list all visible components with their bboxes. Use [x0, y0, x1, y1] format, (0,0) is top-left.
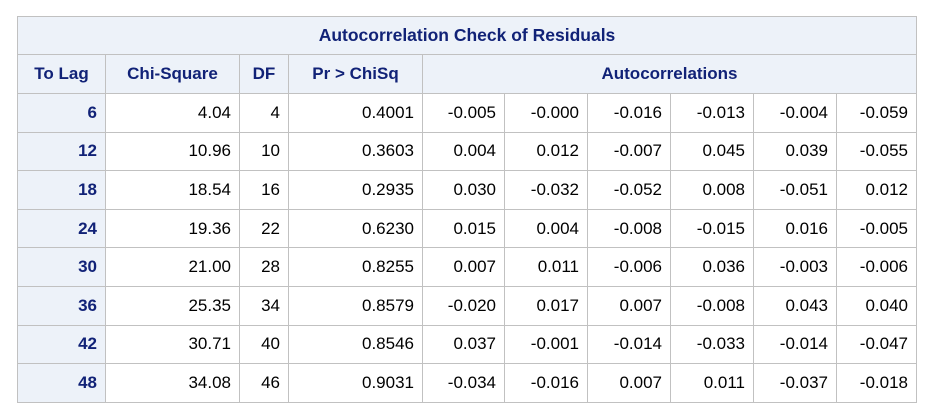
df-cell: 4	[239, 93, 289, 133]
lag-cell: 36	[17, 285, 106, 326]
p-value-cell: 0.8546	[288, 324, 423, 365]
table-title: Autocorrelation Check of Residuals	[17, 16, 917, 55]
df-cell: 28	[239, 247, 289, 287]
autocorrelation-cell: -0.005	[422, 93, 505, 133]
autocorrelation-cell: -0.033	[670, 324, 754, 365]
table-row: 36 25.35 34 0.8579 -0.020 0.017 0.007 -0.008 0.0…	[17, 285, 917, 326]
autocorrelation-cell: 0.030	[422, 170, 505, 210]
autocorrelation-cell: -0.047	[836, 324, 917, 365]
lag-cell: 6	[17, 93, 106, 133]
header-autocorrelations: Autocorrelations	[422, 54, 917, 94]
chi-square-cell: 21.00	[105, 247, 240, 287]
autocorrelation-cell: 0.012	[504, 131, 588, 172]
autocorrelation-cell: -0.008	[670, 285, 754, 326]
autocorrelation-cell: 0.007	[422, 247, 505, 287]
lag-cell: 48	[17, 363, 106, 403]
autocorrelation-table: Autocorrelation Check of Residuals To La…	[17, 16, 917, 403]
table-title-row: Autocorrelation Check of Residuals	[17, 16, 917, 55]
autocorrelation-cell: 0.040	[836, 285, 917, 326]
table-body: 6 4.04 4 0.4001 -0.005 -0.000 -0.016 -0.013 -0.0…	[17, 93, 917, 403]
df-cell: 46	[239, 363, 289, 403]
autocorrelation-cell: -0.004	[753, 93, 837, 133]
autocorrelation-cell: 0.016	[753, 208, 837, 249]
df-cell: 10	[239, 131, 289, 172]
autocorrelation-cell: -0.052	[587, 170, 671, 210]
autocorrelation-cell: -0.018	[836, 363, 917, 403]
chi-square-cell: 4.04	[105, 93, 240, 133]
autocorrelation-cell: 0.011	[504, 247, 588, 287]
autocorrelation-cell: 0.011	[670, 363, 754, 403]
autocorrelation-cell: -0.020	[422, 285, 505, 326]
autocorrelation-cell: 0.007	[587, 285, 671, 326]
df-cell: 16	[239, 170, 289, 210]
autocorrelation-cell: 0.015	[422, 208, 505, 249]
autocorrelation-cell: -0.000	[504, 93, 588, 133]
p-value-cell: 0.9031	[288, 363, 423, 403]
table-row: 42 30.71 40 0.8546 0.037 -0.001 -0.014 -0.033 -0…	[17, 324, 917, 365]
autocorrelation-cell: 0.004	[422, 131, 505, 172]
autocorrelation-cell: 0.045	[670, 131, 754, 172]
chi-square-cell: 19.36	[105, 208, 240, 249]
autocorrelation-cell: -0.016	[504, 363, 588, 403]
autocorrelation-cell: -0.034	[422, 363, 505, 403]
table-row: 18 18.54 16 0.2935 0.030 -0.032 -0.052 0.008 -0.…	[17, 170, 917, 210]
chi-square-cell: 30.71	[105, 324, 240, 365]
lag-cell: 24	[17, 208, 106, 249]
autocorrelation-cell: -0.015	[670, 208, 754, 249]
lag-cell: 30	[17, 247, 106, 287]
lag-cell: 12	[17, 131, 106, 172]
table-row: 12 10.96 10 0.3603 0.004 0.012 -0.007 0.045 0.03…	[17, 131, 917, 172]
table-row: 30 21.00 28 0.8255 0.007 0.011 -0.006 0.036 -0.0…	[17, 247, 917, 287]
chi-square-cell: 18.54	[105, 170, 240, 210]
autocorrelation-cell: -0.016	[587, 93, 671, 133]
autocorrelation-cell: 0.012	[836, 170, 917, 210]
autocorrelation-cell: 0.007	[587, 363, 671, 403]
autocorrelation-cell: 0.004	[504, 208, 588, 249]
column-header-row: To Lag Chi-Square DF Pr > ChiSq Autocorr…	[17, 54, 917, 94]
p-value-cell: 0.3603	[288, 131, 423, 172]
p-value-cell: 0.4001	[288, 93, 423, 133]
autocorrelation-cell: -0.006	[836, 247, 917, 287]
header-pr-chisq: Pr > ChiSq	[288, 54, 423, 94]
autocorrelation-cell: 0.043	[753, 285, 837, 326]
chi-square-cell: 10.96	[105, 131, 240, 172]
autocorrelation-cell: -0.014	[587, 324, 671, 365]
autocorrelation-cell: -0.007	[587, 131, 671, 172]
table-row: 6 4.04 4 0.4001 -0.005 -0.000 -0.016 -0.013 -0.0…	[17, 93, 917, 133]
autocorrelation-cell: -0.001	[504, 324, 588, 365]
autocorrelation-cell: 0.036	[670, 247, 754, 287]
df-cell: 40	[239, 324, 289, 365]
header-to-lag: To Lag	[17, 54, 106, 94]
header-chi-square: Chi-Square	[105, 54, 240, 94]
df-cell: 22	[239, 208, 289, 249]
autocorrelation-cell: -0.055	[836, 131, 917, 172]
autocorrelation-cell: -0.051	[753, 170, 837, 210]
p-value-cell: 0.8255	[288, 247, 423, 287]
autocorrelation-cell: 0.037	[422, 324, 505, 365]
lag-cell: 42	[17, 324, 106, 365]
chi-square-cell: 34.08	[105, 363, 240, 403]
autocorrelation-cell: -0.005	[836, 208, 917, 249]
autocorrelation-cell: 0.017	[504, 285, 588, 326]
autocorrelation-cell: -0.014	[753, 324, 837, 365]
table-row: 48 34.08 46 0.9031 -0.034 -0.016 0.007 0.011 -0.…	[17, 363, 917, 403]
table-row: 24 19.36 22 0.6230 0.015 0.004 -0.008 -0.015 0.0…	[17, 208, 917, 249]
p-value-cell: 0.6230	[288, 208, 423, 249]
df-cell: 34	[239, 285, 289, 326]
lag-cell: 18	[17, 170, 106, 210]
autocorrelation-cell: -0.032	[504, 170, 588, 210]
autocorrelation-cell: -0.003	[753, 247, 837, 287]
p-value-cell: 0.8579	[288, 285, 423, 326]
autocorrelation-cell: 0.008	[670, 170, 754, 210]
chi-square-cell: 25.35	[105, 285, 240, 326]
autocorrelation-cell: -0.006	[587, 247, 671, 287]
autocorrelation-cell: -0.013	[670, 93, 754, 133]
autocorrelation-cell: 0.039	[753, 131, 837, 172]
autocorrelation-cell: -0.059	[836, 93, 917, 133]
autocorrelation-cell: -0.008	[587, 208, 671, 249]
p-value-cell: 0.2935	[288, 170, 423, 210]
autocorrelation-cell: -0.037	[753, 363, 837, 403]
header-df: DF	[239, 54, 289, 94]
